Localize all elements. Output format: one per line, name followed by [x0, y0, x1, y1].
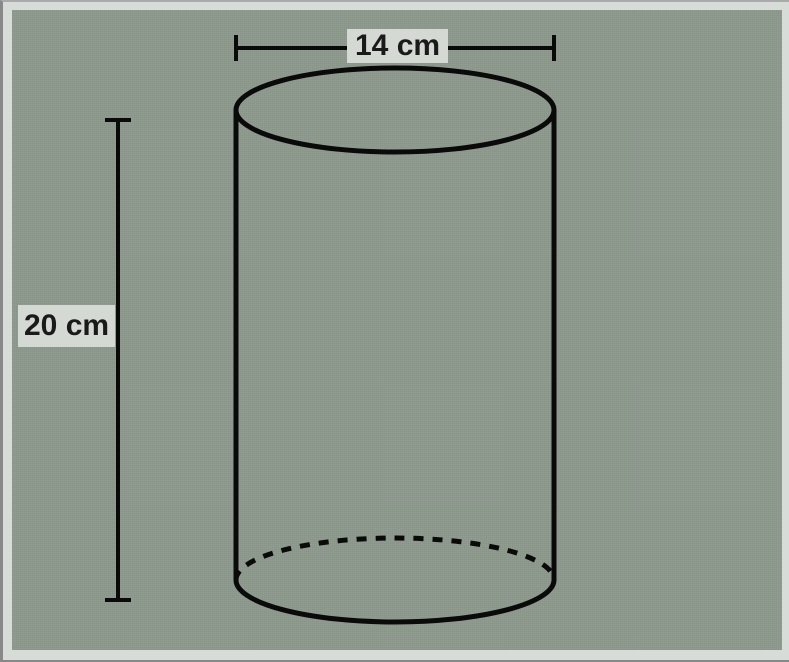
cylinder-shape [236, 68, 554, 622]
diameter-label: 14 cm [347, 29, 448, 63]
height-label: 20 cm [18, 305, 115, 347]
cylinder-diagram [0, 0, 789, 662]
height-dimension-bracket [105, 120, 131, 600]
